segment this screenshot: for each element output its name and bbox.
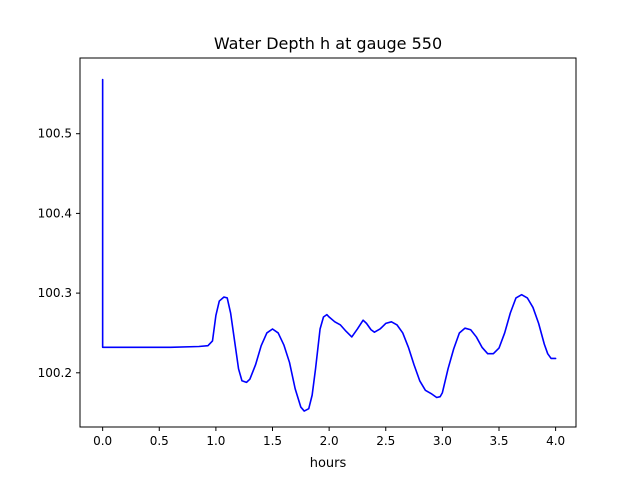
- y-tick-label: 100.3: [38, 286, 72, 300]
- x-axis-label: hours: [310, 456, 347, 471]
- y-tick-label: 100.4: [38, 206, 72, 220]
- x-tick-label: 1.0: [206, 434, 225, 448]
- chart-title: Water Depth h at gauge 550: [214, 34, 442, 53]
- x-tick-label: 2.0: [320, 434, 339, 448]
- x-tick-label: 1.5: [263, 434, 282, 448]
- x-tick-label: 3.0: [433, 434, 452, 448]
- x-tick-label: 0.0: [93, 434, 112, 448]
- series-line-0: [101, 78, 557, 412]
- axes-frame: [79, 57, 577, 428]
- y-tick-label: 100.2: [38, 366, 72, 380]
- x-tick-label: 2.5: [376, 434, 395, 448]
- x-tick-label: 4.0: [546, 434, 565, 448]
- plot-area: 0.0 0.5 1.0 1.5 2.0 2.5 3.0 3.5 4.0 100.2 100.3 100…: [38, 57, 577, 448]
- x-tick-label: 3.5: [489, 434, 508, 448]
- y-tick-label: 100.5: [38, 127, 72, 141]
- x-tick-label: 0.5: [150, 434, 169, 448]
